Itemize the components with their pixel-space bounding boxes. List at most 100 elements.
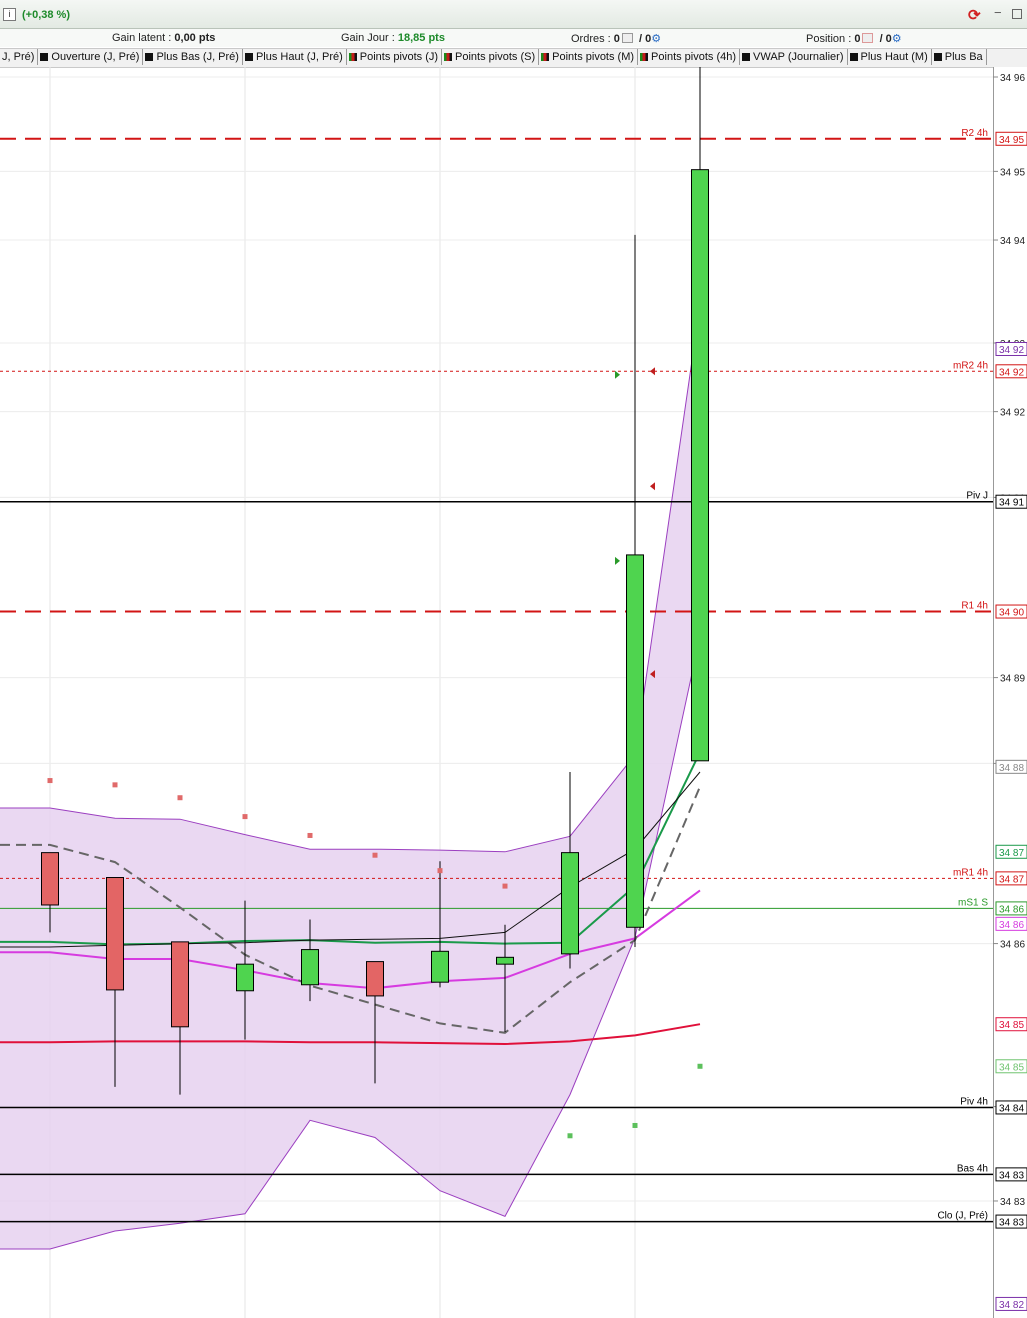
legend-swatch xyxy=(145,53,154,61)
position-total: / 0 xyxy=(879,33,892,45)
level-name: Piv J xyxy=(966,491,988,502)
gain-latent: Gain latent : 0,00 pts xyxy=(112,32,215,44)
legend-item[interactable]: Ouverture (J, Pré) xyxy=(38,49,144,65)
position: Position : 0 / 0⚙ xyxy=(806,32,902,45)
price-tag-label: 34 84 xyxy=(999,1103,1024,1114)
candle-body xyxy=(41,852,59,906)
legend-swatch xyxy=(348,53,357,61)
orders-list-icon[interactable] xyxy=(621,33,633,43)
axis-tick-label: 34 94 xyxy=(1000,236,1025,247)
black-envelope-line xyxy=(0,771,701,948)
candle-body xyxy=(236,963,254,992)
gear-icon[interactable]: ⚙ xyxy=(651,33,662,45)
axis-tick-label: 34 89 xyxy=(1000,674,1025,685)
legend-item[interactable]: Plus Ba xyxy=(932,49,987,65)
candle-body xyxy=(301,949,319,986)
legend-label: Points pivots (4h) xyxy=(651,51,737,63)
legend-item[interactable]: Plus Bas (J, Pré) xyxy=(143,49,243,65)
legend-item[interactable]: Points pivots (4h) xyxy=(638,49,741,65)
price-tag-box xyxy=(995,916,1027,931)
price-tag-box xyxy=(995,901,1027,916)
orders-label: Ordres : xyxy=(571,33,611,45)
red-dot-marker xyxy=(437,868,443,874)
red-dot-marker xyxy=(372,852,378,858)
legend-label: J, Pré) xyxy=(2,51,35,63)
gear-icon[interactable]: ⚙ xyxy=(891,33,902,45)
red-dot-marker xyxy=(47,778,53,784)
pivot-levels: R2 4h mR2 4h Piv J R1 4h mR1 4h mS1 S Piv 4h Ba… xyxy=(0,128,993,1223)
legend-swatch xyxy=(244,53,253,61)
price-tag-label: 34 85 xyxy=(999,1020,1024,1031)
price-tag-label: 34 83 xyxy=(999,1218,1024,1229)
price-tag-label: 34 86 xyxy=(999,904,1024,915)
price-tag-label: 34 85 xyxy=(999,1062,1024,1073)
price-tag-label: 34 91 xyxy=(999,498,1024,509)
price-tag-box xyxy=(995,131,1027,146)
level-name: Clo (J, Pré) xyxy=(937,1211,988,1222)
buy-arrow-marker xyxy=(615,556,620,565)
dashed-ma-line xyxy=(0,786,701,1034)
axis-tick-label: 34 95 xyxy=(1000,167,1025,178)
sell-arrow-marker xyxy=(650,482,655,491)
change-percent: (+0,38 %) xyxy=(22,9,70,21)
legend-item[interactable]: Points pivots (M) xyxy=(539,49,639,65)
legend-label: Points pivots (S) xyxy=(455,51,536,63)
price-tag-label: 34 95 xyxy=(999,135,1024,146)
signal-markers xyxy=(47,367,703,1139)
legend-item[interactable]: VWAP (Journalier) xyxy=(740,49,848,65)
gain-jour-label: Gain Jour : xyxy=(341,32,395,44)
legend-item[interactable]: Points pivots (J) xyxy=(347,49,443,65)
price-tag-label: 34 82 xyxy=(999,1300,1024,1311)
price-tag-label: 34 88 xyxy=(999,763,1024,774)
position-close-icon[interactable] xyxy=(862,33,874,43)
price-tag-box xyxy=(995,1100,1027,1115)
band-lower xyxy=(0,636,701,1250)
stats-bar: Gain latent : 0,00 pts Gain Jour : 18,85… xyxy=(0,29,1027,47)
sma-line xyxy=(0,889,701,990)
gain-jour-value: 18,85 pts xyxy=(397,32,445,44)
price-tag-label: 34 92 xyxy=(999,345,1024,356)
legend-swatch xyxy=(444,53,453,61)
level-name: mR1 4h xyxy=(953,867,988,878)
price-tag-label: 34 92 xyxy=(999,367,1024,378)
candle-body xyxy=(171,941,189,1028)
axis-tick-label: 34 83 xyxy=(1000,1197,1025,1208)
red-dot-marker xyxy=(307,832,313,838)
red-dot-marker xyxy=(112,782,118,788)
orders-value: 0 xyxy=(613,33,620,45)
candle-body xyxy=(366,961,384,997)
legend-item[interactable]: Plus Haut (J, Pré) xyxy=(243,49,347,65)
legend-label: VWAP (Journalier) xyxy=(753,51,844,63)
legend-item[interactable]: Plus Haut (M) xyxy=(848,49,932,65)
sell-arrow-marker xyxy=(650,367,655,376)
candle-body xyxy=(431,950,449,983)
minimize-icon[interactable]: − xyxy=(994,5,1002,20)
level-name: mS1 S xyxy=(958,897,988,908)
legend-swatch xyxy=(640,53,649,61)
green-dot-marker xyxy=(697,1063,703,1069)
candles xyxy=(41,67,709,1095)
price-axis: 34 96 34 95 34 94 34 92 34 92 34 91 34 89 34 88… xyxy=(993,67,1027,1318)
legend-swatch xyxy=(933,53,942,61)
legend-swatch xyxy=(40,53,49,61)
price-tag-box xyxy=(995,364,1027,379)
price-chart[interactable]: R2 4h mR2 4h Piv J R1 4h mR1 4h mS1 S Piv 4h Ba… xyxy=(0,67,1027,1318)
maximize-icon[interactable] xyxy=(1012,9,1022,19)
refresh-icon[interactable]: ⟳ xyxy=(968,7,981,24)
price-tag-box xyxy=(995,494,1027,509)
price-tag-label: 34 83 xyxy=(999,1170,1024,1181)
legend-label: Plus Bas (J, Pré) xyxy=(156,51,239,63)
legend-item[interactable]: Points pivots (S) xyxy=(442,49,540,65)
orders-total: / 0 xyxy=(639,33,652,45)
info-icon[interactable]: i xyxy=(3,8,16,21)
red-dot-marker xyxy=(242,814,248,820)
legend-swatch xyxy=(541,53,550,61)
legend-label: Ouverture (J, Pré) xyxy=(51,51,140,63)
green-dot-marker xyxy=(567,1133,573,1139)
legend-item[interactable]: J, Pré) xyxy=(0,49,39,65)
band-upper xyxy=(0,305,701,853)
gain-latent-label: Gain latent : xyxy=(112,32,172,44)
axis-tick-label: 34 92 xyxy=(1000,408,1025,419)
legend-swatch xyxy=(849,53,858,61)
candle-body xyxy=(496,956,514,965)
